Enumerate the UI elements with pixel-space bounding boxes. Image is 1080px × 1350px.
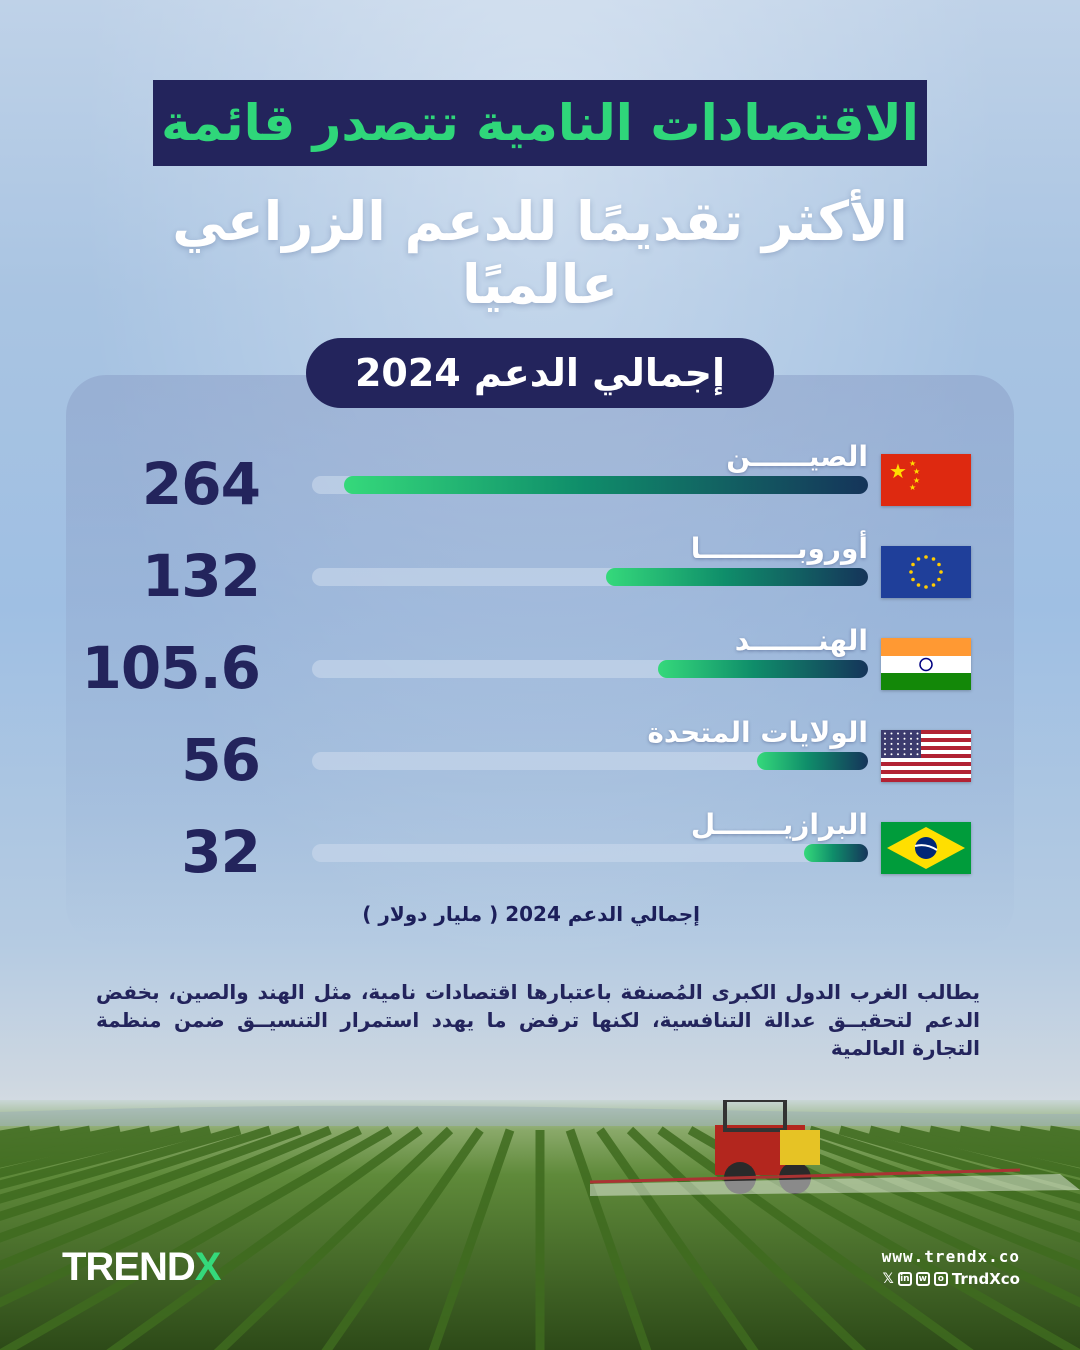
instagram-icon[interactable]: o <box>933 1272 948 1286</box>
brazil-flag <box>881 822 971 874</box>
field-furrow <box>0 1125 272 1221</box>
field-furrow <box>0 1125 332 1271</box>
field-furrow <box>0 1125 242 1204</box>
field-furrow <box>868 1125 1080 1190</box>
tractor <box>589 1100 1080 1196</box>
country-label: الولايات المتحدة <box>647 716 868 749</box>
bar-fill <box>658 660 868 678</box>
linkedin-icon[interactable]: in <box>897 1272 912 1286</box>
bar-row: الصيــــــن 264 ★ ★ ★ ★ ★ <box>0 440 1080 520</box>
bar-row: الهنـــــــد 105.6 <box>0 624 1080 704</box>
social-handles: 𝕏 in w o TrndXco <box>800 1270 1020 1288</box>
field-furrow <box>838 1125 1080 1204</box>
country-label: أوروبــــــــــا <box>690 532 868 565</box>
x-icon[interactable]: 𝕏 <box>882 1271 894 1287</box>
field-furrow <box>0 1125 362 1308</box>
bar-fill <box>343 476 868 494</box>
svg-text:★: ★ <box>913 467 920 476</box>
value-label: 264 <box>141 450 261 518</box>
svg-text:★: ★ <box>889 459 907 483</box>
field-furrow <box>596 1127 759 1350</box>
field-furrow <box>428 1128 515 1350</box>
value-label: 56 <box>181 726 261 794</box>
china-flag: ★ ★ ★ ★ ★ <box>881 454 971 506</box>
field-furrow <box>321 1127 484 1350</box>
unit-label: إجمالي الدعم 2024 ( مليار دولار ) <box>362 902 700 926</box>
bar-track <box>312 568 868 586</box>
bar-fill <box>756 752 868 770</box>
whatsapp-icon[interactable]: w <box>915 1272 930 1286</box>
bar-track <box>312 752 868 770</box>
page-title: الاقتصادات النامية تتصدر قائمة <box>161 94 919 152</box>
svg-text:★: ★ <box>913 476 920 485</box>
country-label: البرازيـــــــل <box>690 808 868 841</box>
field-furrow <box>565 1128 652 1350</box>
eu-flag <box>881 546 971 598</box>
svg-text:★: ★ <box>909 483 916 492</box>
value-label: 132 <box>141 542 261 610</box>
bar-track <box>312 660 868 678</box>
social-handle[interactable]: TrndXco <box>951 1270 1020 1288</box>
field-furrow <box>0 1125 212 1190</box>
field-furrow <box>106 1126 423 1350</box>
website-url[interactable]: www.trendx.co <box>881 1247 1020 1266</box>
field-furrow <box>778 1125 1080 1243</box>
chart-header-label: إجمالي الدعم 2024 <box>354 351 726 395</box>
body-paragraph: يطالب الغرب الدول الكبرى المُصنفة باعتبا… <box>96 980 980 1060</box>
value-label: 32 <box>181 818 261 886</box>
field-furrow <box>0 1126 393 1350</box>
field-furrow <box>898 1125 1080 1178</box>
trendx-logo: TRENDX <box>62 1245 221 1289</box>
farm-field-image <box>0 1100 1080 1350</box>
bar-track <box>312 476 868 494</box>
bar-row: أوروبــــــــــا 132 <box>0 532 1080 612</box>
page-subtitle: الأكثر تقديمًا للدعم الزراعي عالميًا <box>172 190 908 316</box>
india-flag <box>881 638 971 690</box>
field-furrow <box>0 1125 302 1243</box>
svg-text:★: ★ <box>909 459 916 468</box>
field-furrow <box>626 1126 867 1350</box>
field-furrow <box>0 1125 182 1178</box>
bar-row: الولايات المتحدة 56 <box>0 716 1080 796</box>
field-furrow <box>657 1126 974 1350</box>
field-furrow <box>808 1125 1080 1221</box>
country-label: الصيــــــن <box>726 440 868 473</box>
value-label: 105.6 <box>81 634 261 702</box>
usa-flag <box>881 730 971 782</box>
field-furrow <box>213 1126 454 1350</box>
bar-fill <box>605 568 868 586</box>
field-furrow <box>748 1125 1080 1271</box>
country-label: الهنـــــــد <box>734 624 868 657</box>
chart-header-pill: إجمالي الدعم 2024 <box>306 338 774 408</box>
title-banner: الاقتصادات النامية تتصدر قائمة <box>153 80 927 166</box>
bar-track <box>312 844 868 862</box>
bar-row: البرازيـــــــل 32 <box>0 808 1080 888</box>
bar-fill <box>804 844 868 862</box>
